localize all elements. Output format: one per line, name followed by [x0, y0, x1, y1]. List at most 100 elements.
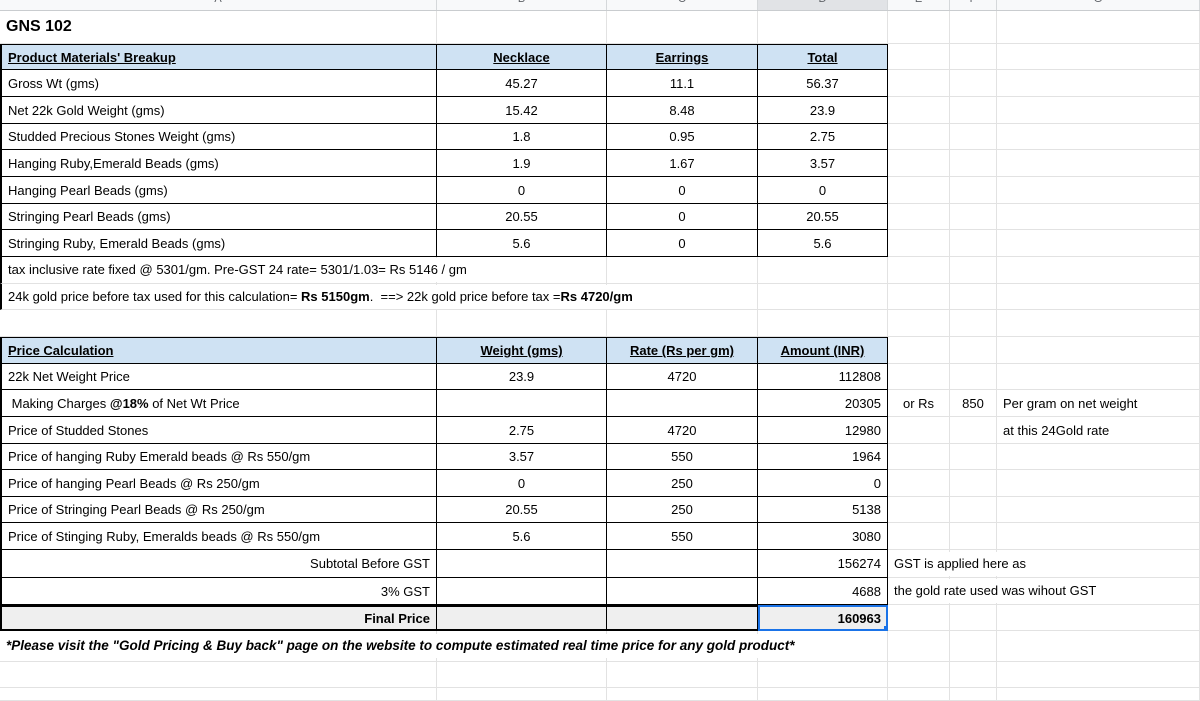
earrings-value[interactable]: 1.67 [607, 150, 758, 177]
empty-cell[interactable] [997, 337, 1200, 364]
empty-cell[interactable] [950, 631, 997, 662]
per-gram-rate-cell[interactable]: 850 [950, 390, 997, 417]
material-label[interactable]: Stringing Ruby, Emerald Beads (gms) [0, 230, 437, 257]
earrings-value[interactable]: 0 [607, 177, 758, 204]
weight-value[interactable]: 5.6 [437, 523, 607, 550]
empty-cell[interactable] [758, 284, 888, 310]
empty-cell[interactable] [888, 204, 950, 230]
empty-cell[interactable] [888, 337, 950, 364]
gst-label[interactable]: 3% GST [0, 578, 437, 605]
empty-cell[interactable] [950, 177, 997, 204]
empty-cell[interactable] [888, 230, 950, 257]
price-label[interactable]: Price of hanging Ruby Emerald beads @ Rs… [0, 444, 437, 470]
price-label[interactable]: Price of Stinging Ruby, Emeralds beads @… [0, 523, 437, 550]
materials-col-total[interactable]: Total [758, 44, 888, 70]
empty-cell[interactable] [437, 662, 607, 688]
pricing-col-weight[interactable]: Weight (gms) [437, 337, 607, 364]
empty-cell[interactable] [888, 497, 950, 523]
empty-cell[interactable] [758, 688, 888, 701]
side-note-1[interactable]: Per gram on net weight [997, 390, 1200, 417]
pricing-col-amount[interactable]: Amount (INR) [758, 337, 888, 364]
empty-cell[interactable] [997, 204, 1200, 230]
empty-cell[interactable] [950, 257, 997, 284]
empty-cell[interactable] [997, 124, 1200, 150]
earrings-value[interactable]: 0 [607, 230, 758, 257]
empty-cell[interactable] [997, 11, 1200, 44]
empty-cell[interactable] [607, 605, 758, 631]
empty-cell[interactable] [888, 124, 950, 150]
weight-value[interactable]: 0 [437, 470, 607, 497]
amount-value[interactable]: 12980 [758, 417, 888, 444]
earrings-value[interactable]: 0.95 [607, 124, 758, 150]
empty-cell[interactable] [950, 470, 997, 497]
empty-cell[interactable] [997, 470, 1200, 497]
subtotal-label[interactable]: Subtotal Before GST [0, 550, 437, 578]
or-rs-cell[interactable]: or Rs [888, 390, 950, 417]
necklace-value[interactable]: 0 [437, 177, 607, 204]
empty-cell[interactable] [950, 444, 997, 470]
empty-cell[interactable] [997, 44, 1200, 70]
empty-cell[interactable] [888, 631, 950, 662]
empty-cell[interactable] [950, 605, 997, 631]
empty-cell[interactable] [997, 70, 1200, 97]
empty-cell[interactable] [950, 310, 997, 337]
column-header-a[interactable]: A [0, 0, 437, 10]
necklace-value[interactable]: 20.55 [437, 204, 607, 230]
earrings-value[interactable]: 8.48 [607, 97, 758, 124]
fill-handle[interactable] [884, 626, 887, 629]
column-header-c[interactable]: C [607, 0, 758, 10]
amount-value[interactable]: 20305 [758, 390, 888, 417]
weight-value[interactable]: 2.75 [437, 417, 607, 444]
empty-cell[interactable] [997, 364, 1200, 390]
empty-cell[interactable] [437, 390, 607, 417]
empty-cell[interactable] [758, 310, 888, 337]
empty-cell[interactable] [997, 257, 1200, 284]
empty-cell[interactable] [888, 177, 950, 204]
empty-cell[interactable] [950, 364, 997, 390]
rate-value[interactable]: 250 [607, 470, 758, 497]
empty-cell[interactable] [888, 364, 950, 390]
final-price-label[interactable]: Final Price [0, 605, 437, 631]
empty-cell[interactable] [888, 97, 950, 124]
empty-cell[interactable] [437, 257, 607, 284]
total-value[interactable]: 0 [758, 177, 888, 204]
empty-cell[interactable] [758, 257, 888, 284]
column-header-g[interactable]: G [997, 0, 1200, 10]
empty-cell[interactable] [997, 310, 1200, 337]
subtotal-amount[interactable]: 156274 [758, 550, 888, 578]
empty-cell[interactable] [950, 70, 997, 97]
rate-value[interactable]: 250 [607, 497, 758, 523]
empty-cell[interactable] [0, 688, 437, 701]
empty-cell[interactable] [437, 688, 607, 701]
page-title[interactable]: GNS 102 [0, 11, 437, 44]
empty-cell[interactable] [888, 662, 950, 688]
column-header-f[interactable]: F [950, 0, 997, 10]
empty-cell[interactable] [607, 284, 758, 310]
empty-cell[interactable] [888, 284, 950, 310]
rate-value[interactable]: 550 [607, 523, 758, 550]
gst-amount[interactable]: 4688 [758, 578, 888, 605]
material-label[interactable]: Hanging Pearl Beads (gms) [0, 177, 437, 204]
empty-cell[interactable] [950, 497, 997, 523]
price-label[interactable]: Price of Stringing Pearl Beads @ Rs 250/… [0, 497, 437, 523]
total-value[interactable]: 3.57 [758, 150, 888, 177]
empty-cell[interactable] [888, 44, 950, 70]
empty-cell[interactable] [950, 124, 997, 150]
empty-cell[interactable] [888, 257, 950, 284]
rate-value[interactable]: 4720 [607, 417, 758, 444]
empty-cell[interactable] [888, 444, 950, 470]
empty-cell[interactable] [888, 470, 950, 497]
material-label[interactable]: Gross Wt (gms) [0, 70, 437, 97]
pricing-header-cell[interactable]: Price Calculation [0, 337, 437, 364]
gold-price-note-line2[interactable]: 24k gold price before tax used for this … [0, 284, 637, 310]
empty-cell[interactable] [950, 11, 997, 44]
price-label[interactable]: Price of Studded Stones [0, 417, 437, 444]
empty-cell[interactable] [950, 662, 997, 688]
empty-cell[interactable] [950, 284, 997, 310]
empty-cell[interactable] [607, 578, 758, 605]
necklace-value[interactable]: 45.27 [437, 70, 607, 97]
material-label[interactable]: Net 22k Gold Weight (gms) [0, 97, 437, 124]
price-label[interactable]: 22k Net Weight Price [0, 364, 437, 390]
empty-cell[interactable] [997, 177, 1200, 204]
empty-cell[interactable] [437, 310, 607, 337]
